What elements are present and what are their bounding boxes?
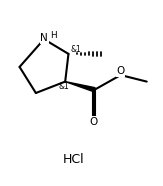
Text: H: H	[50, 31, 56, 40]
Text: &1: &1	[59, 82, 69, 91]
Text: &1: &1	[70, 45, 81, 54]
Text: HCl: HCl	[63, 153, 84, 166]
Polygon shape	[65, 82, 95, 92]
Text: N: N	[40, 33, 48, 43]
Text: O: O	[90, 117, 98, 127]
Text: O: O	[117, 66, 125, 76]
